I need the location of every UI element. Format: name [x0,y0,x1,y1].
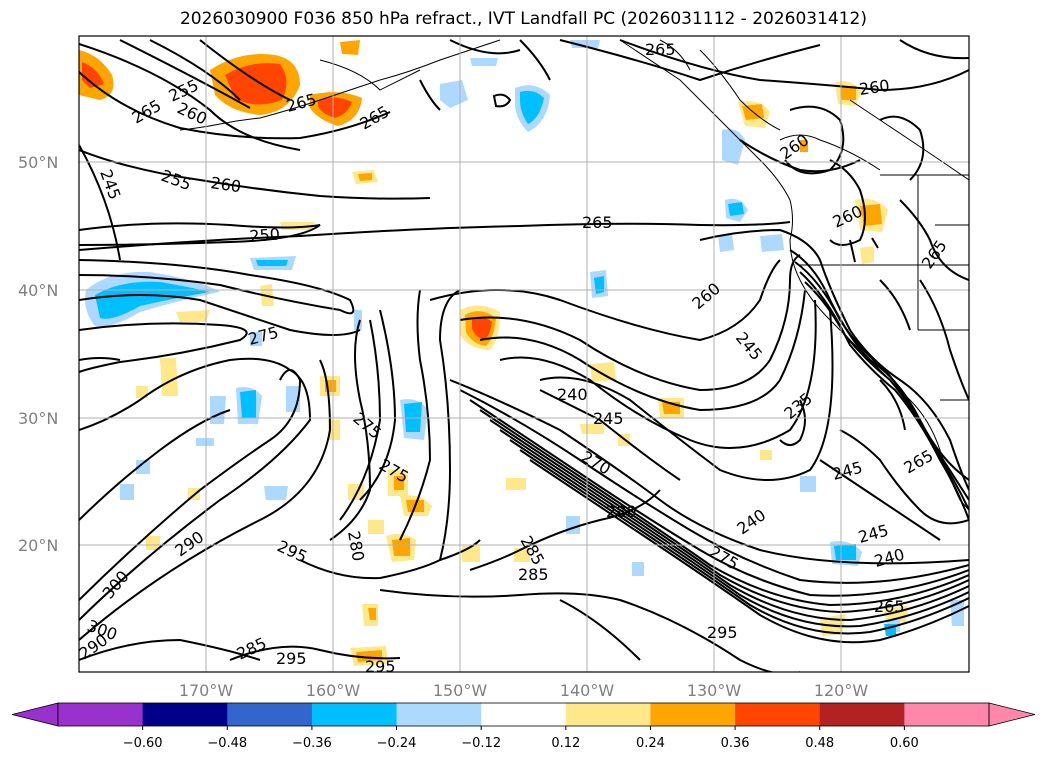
colorbar-swatch [481,703,567,726]
colorbar-swatch [311,703,398,726]
lat-label: 30°N [18,409,58,428]
contour-label: 265 [874,597,905,616]
lon-label: 160°W [306,681,361,700]
contour-label: 295 [276,649,307,668]
colorbar-tick-label: −0.24 [377,736,417,751]
lon-label: 130°W [687,681,742,700]
colorbar-tick-label: −0.12 [461,736,501,751]
colorbar-tick-label: 0.48 [805,736,834,751]
colorbar-swatch [904,703,990,726]
contour-label: 250 [249,224,281,246]
contour-label: 285 [518,565,549,584]
lon-label: 120°W [814,681,869,700]
latitude-labels: 50°N 40°N 30°N 20°N [18,153,58,555]
colorbar-extend-min [11,702,59,727]
colorbar-border [57,702,990,727]
colorbar-tick-label: −0.48 [207,736,247,751]
contour-label: 280 [606,502,637,521]
colorbar-tick-label: 0.36 [721,736,750,751]
contour-label: 295 [707,623,738,642]
colorbar: −0.60 −0.48 −0.36 −0.24 −0.12 0.12 0.24 0.36 0.4… [11,702,1036,751]
contour-label: 260 [209,173,242,196]
contour-label: 265 [582,213,613,232]
lon-label: 140°W [560,681,615,700]
colorbar-tick-label: 0.12 [551,736,580,751]
contour-label: 240 [557,385,588,404]
colorbar-swatch [58,703,144,726]
colorbar-swatch [227,703,313,726]
colorbar-swatch [650,703,736,726]
lon-label: 150°W [433,681,488,700]
colorbar-swatch [142,703,228,726]
longitude-labels: 170°W 160°W 150°W 140°W 130°W 120°W [179,681,869,700]
lon-label: 170°W [179,681,234,700]
colorbar-tick-label: −0.36 [292,736,332,751]
graticule [79,36,969,672]
colorbar-swatches [11,702,1036,727]
colorbar-tick-label: 0.24 [636,736,665,751]
map-border [78,35,970,673]
refractivity-contours [79,39,969,672]
contour-label: 245 [593,409,624,428]
contour-label: 265 [645,40,676,59]
lat-label: 50°N [18,153,58,172]
lat-label: 20°N [18,536,58,555]
colorbar-tick-label: −0.60 [123,736,163,751]
colorbar-swatch [819,703,905,726]
anomaly-shading [79,40,964,666]
lat-label: 40°N [18,281,58,300]
colorbar-extend-max [988,702,1036,727]
map-frame-bg [79,36,969,672]
colorbar-swatch [565,703,651,726]
coastlines [179,39,969,511]
contour-label: 260 [858,76,891,99]
colorbar-ticks: −0.60 −0.48 −0.36 −0.24 −0.12 0.12 0.24 0.36 0.4… [123,726,919,751]
contour-label: 295 [365,657,396,676]
colorbar-tick-label: 0.60 [890,736,919,751]
colorbar-swatch [396,703,482,726]
map-title: 2026030900 F036 850 hPa refract., IVT La… [179,9,867,29]
colorbar-swatch [735,703,821,726]
